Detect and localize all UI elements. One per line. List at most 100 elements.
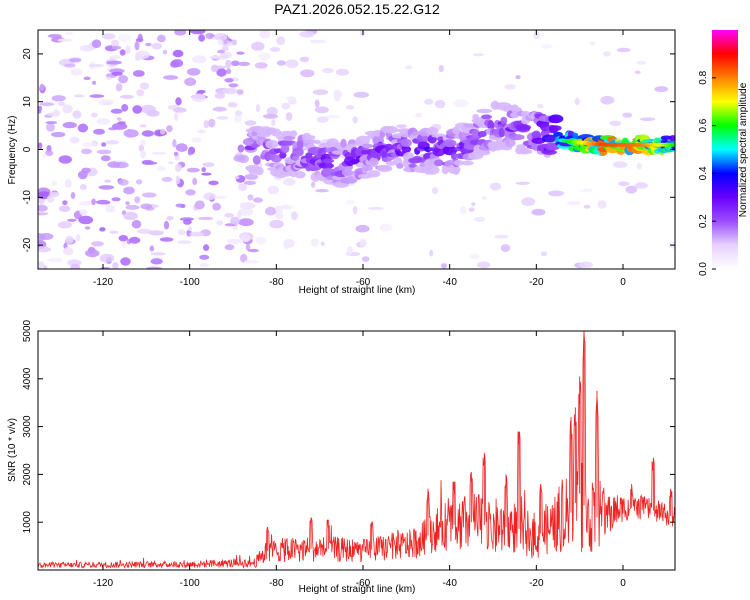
heatmap-cell	[228, 83, 239, 88]
heatmap-cell	[96, 149, 112, 155]
heatmap-cell	[62, 121, 77, 129]
heatmap-cell	[481, 114, 492, 120]
heatmap-cell	[45, 150, 54, 157]
heatmap-cell	[96, 118, 111, 125]
heatmap-cell	[112, 261, 119, 269]
heatmap-cell	[177, 240, 192, 244]
heatmap-cell	[203, 244, 210, 252]
heatmap-cell	[214, 92, 226, 99]
heatmap-cell	[93, 128, 105, 135]
heatmap-cell	[79, 45, 95, 52]
heatmap-cell	[123, 211, 138, 221]
heatmap-cell	[216, 116, 229, 120]
heatmap-cell	[95, 199, 111, 205]
heatmap-x-ticks: -120 -100 -80 -60 -40 -20 0	[93, 30, 626, 288]
heatmap-cell	[566, 201, 581, 206]
heatmap-cell	[188, 226, 193, 231]
colorbar-tick-label: 0.0	[698, 262, 709, 276]
heatmap-cell	[432, 187, 438, 195]
heatmap-cell	[310, 238, 320, 247]
heatmap-cell	[197, 129, 206, 134]
heatmap-cell	[255, 236, 267, 245]
heatmap-cell	[91, 241, 104, 247]
heatmap-cell	[174, 30, 187, 36]
heatmap-cell	[636, 60, 647, 65]
heatmap-cell	[541, 251, 547, 256]
heatmap-cell	[83, 76, 91, 81]
heatmap-cell	[352, 205, 358, 215]
heatmap-cell	[505, 137, 516, 148]
heatmap-cell	[640, 117, 656, 121]
colorbar-tick-label: 0.8	[698, 70, 709, 84]
heatmap-cell	[101, 33, 116, 40]
heatmap-cell	[99, 253, 115, 263]
heatmap-y-tick-label: 10	[22, 96, 33, 108]
heatmap-cell	[175, 143, 188, 152]
heatmap-cell	[70, 68, 83, 76]
heatmap-cell	[140, 149, 146, 159]
heatmap-cell	[39, 102, 55, 107]
heatmap-cell	[322, 67, 334, 74]
heatmap-cell	[38, 261, 45, 269]
heatmap-x-tick-label: -40	[442, 277, 457, 288]
heatmap-cell	[304, 139, 318, 144]
colorbar-tick-label: 0.2	[698, 214, 709, 228]
heatmap-cell	[234, 176, 240, 180]
heatmap-cell	[85, 249, 100, 258]
heatmap-cell	[478, 150, 491, 156]
heatmap-cell	[244, 259, 259, 264]
heatmap-cell	[106, 76, 111, 80]
snr-peaks	[267, 331, 672, 551]
snr-x-ticks: -120 -100 -80 -60 -40 -20 0	[93, 331, 626, 589]
heatmap-cell	[533, 31, 541, 40]
heatmap-cell	[38, 233, 45, 242]
heatmap-cell	[111, 197, 121, 202]
heatmap-cell	[521, 197, 536, 207]
heatmap-cell	[452, 166, 460, 175]
heatmap-cell	[290, 130, 298, 138]
heatmap-cell	[77, 123, 89, 133]
heatmap-cell	[39, 83, 45, 91]
heatmap-cell	[509, 134, 525, 141]
heatmap-cell	[98, 99, 114, 106]
heatmap-cell	[125, 45, 131, 54]
heatmap-cell	[175, 203, 184, 208]
heatmap-cell	[84, 226, 91, 230]
heatmap-cell	[159, 237, 174, 242]
heatmap-cell	[111, 39, 120, 48]
heatmap-cell	[500, 116, 508, 124]
heatmap-cell	[255, 104, 261, 113]
heatmap-cell	[219, 52, 228, 60]
heatmap-cell	[75, 234, 81, 242]
heatmap-cell	[254, 166, 264, 176]
snr-x-tick-label: -40	[442, 578, 457, 589]
heatmap-cell	[572, 132, 579, 139]
heatmap-cell	[541, 134, 557, 143]
heatmap-cell	[270, 154, 282, 163]
heatmap-cell	[551, 115, 561, 123]
heatmap-cell	[553, 131, 563, 138]
heatmap-cell	[38, 142, 43, 150]
heatmap-cell	[468, 207, 475, 213]
heatmap-cell	[252, 155, 261, 165]
heatmap-cell	[149, 245, 155, 252]
heatmap-cell	[258, 52, 271, 61]
heatmap-x-tick-label: 0	[620, 277, 626, 288]
heatmap-cell	[197, 89, 206, 94]
heatmap-cell	[225, 59, 232, 69]
heatmap-cell	[173, 151, 179, 157]
heatmap-cell	[359, 238, 367, 247]
heatmap-cell	[224, 78, 234, 83]
heatmap-cell	[238, 183, 247, 192]
heatmap-cell	[254, 62, 268, 69]
heatmap-cell	[282, 177, 296, 186]
snr-y-tick-label: 4000	[22, 367, 33, 390]
heatmap-cell	[616, 47, 631, 53]
heatmap-cell	[496, 137, 503, 145]
colorbar: 0.0 0.2 0.4 0.6 0.8 Normalized spectral ampl…	[698, 30, 749, 276]
heatmap-cell	[325, 115, 340, 119]
heatmap-cell	[91, 80, 97, 85]
heatmap-cell	[199, 262, 209, 268]
heatmap-cell	[152, 151, 167, 155]
heatmap-cell	[70, 192, 76, 199]
